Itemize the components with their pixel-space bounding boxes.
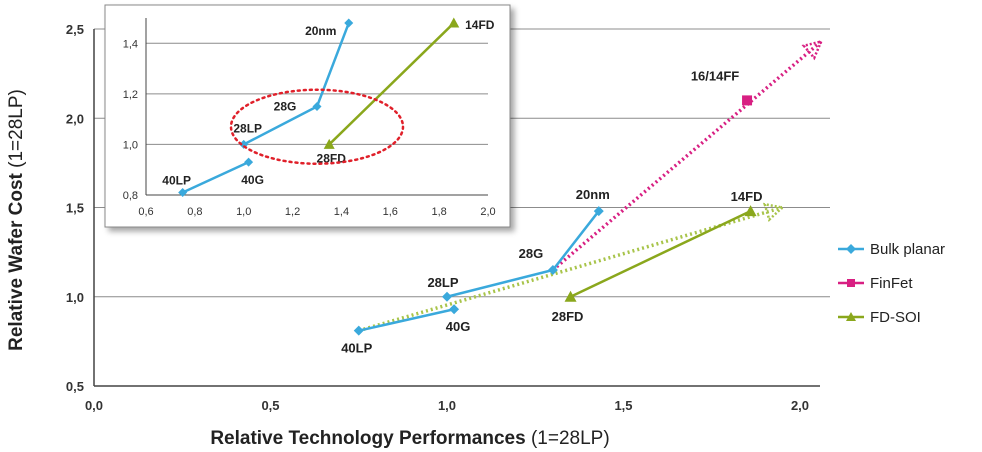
inset-point-bulk-planar (178, 187, 188, 197)
legend-item-bulk-planar: Bulk planar (838, 236, 978, 262)
inset-x-tick-label: 1,8 (431, 206, 446, 218)
point-label: 28G (519, 246, 544, 261)
point-label: 40LP (341, 341, 372, 356)
inset-gridlines (145, 18, 488, 196)
x-tick-label: 0,5 (261, 398, 279, 413)
inset-y-tick-label: 1,0 (123, 139, 138, 151)
inset-point-bulk-planar (344, 18, 354, 28)
inset-point-label: 40G (241, 173, 264, 187)
inset-point-label: 40LP (162, 173, 191, 187)
x-axis-title-bold: Relative Technology Performances (210, 428, 525, 449)
legend-item-finfet: FinFet (838, 270, 978, 296)
series-line-bulk-planar (358, 308, 455, 332)
trend-arrow-line (551, 40, 823, 272)
inset-series-line-bulk-planar (182, 160, 250, 194)
point-bulk-planar (442, 291, 452, 302)
inset-highlight-ellipse (229, 88, 405, 165)
inset-series (178, 17, 460, 197)
trend-arrow-head (762, 202, 786, 222)
point-bulk-planar (353, 325, 364, 336)
inset-x-tick-label: 1,6 (383, 206, 398, 218)
point-fd-soi (564, 290, 577, 302)
main-series (353, 95, 757, 336)
inset-point-label: 28LP (233, 121, 262, 135)
y-tick-label: 0,5 (66, 379, 84, 394)
x-axis-title: Relative Technology Performances (1=28LP… (210, 428, 609, 449)
inset-x-tick-label: 0,8 (187, 206, 202, 218)
legend-diamond-icon (838, 244, 864, 254)
x-axis-title-rest: (1=28LP) (526, 428, 610, 449)
legend-triangle-icon (838, 312, 864, 321)
point-finfet (742, 95, 753, 106)
legend-label-fd-soi: FD-SOI (870, 308, 921, 326)
inset-tick-labels: 0,81,01,21,40,6 0,8 1,0 1,2 1,4 1,6 1,8 2,0 (123, 38, 496, 218)
inset-point-bulk-planar (244, 157, 254, 167)
inset-point-label: 14FD (465, 18, 495, 32)
main-axes (93, 29, 820, 387)
inset-x-tick-label: 1,4 (334, 206, 349, 218)
inset-chart: 0,81,01,21,40,6 0,8 1,0 1,2 1,4 1,6 1,8 2,0 40L… (104, 4, 511, 228)
inset-x-tick-label: 1,0 (236, 206, 251, 218)
point-label: 16/14FF (691, 68, 739, 83)
y-axis-title-bold: Relative Wafer Cost (6, 172, 27, 350)
y-tick-label: 2,0 (66, 111, 84, 126)
x-tick-label: 0,0 (85, 398, 103, 413)
main-tick-labels: 0,51,01,52,02,50,0 0,5 1,0 1,5 2,0 (66, 22, 809, 413)
trend-arrow-line (358, 205, 783, 333)
x-tick-label: 1,0 (438, 398, 456, 413)
y-axis-title-rest: (1=28LP) (6, 89, 27, 173)
point-bulk-planar (593, 206, 604, 217)
inset-series-line-fd-soi (328, 22, 455, 146)
series-line-fd-soi (570, 209, 752, 298)
inset-point-fd-soi (448, 17, 460, 28)
inset-y-tick-label: 0,8 (123, 190, 138, 202)
y-tick-label: 1,5 (66, 201, 84, 216)
point-bulk-planar (449, 304, 460, 315)
y-tick-label: 2,5 (66, 22, 84, 37)
inset-point-label: 20nm (305, 24, 336, 38)
inset-point-fd-soi (323, 138, 335, 149)
point-fd-soi (744, 205, 757, 217)
legend: Bulk planar FinFet FD-SOI (838, 236, 978, 338)
inset-y-tick-label: 1,2 (123, 89, 138, 101)
legend-square-icon (838, 279, 864, 287)
inset-frame (104, 4, 511, 228)
point-label: 28FD (552, 309, 584, 324)
point-label: 28LP (427, 275, 458, 290)
main-point-labels: 40LP 40G 28LP 28G 20nm 16/14FF 28FD 14FD (341, 68, 762, 355)
legend-label-finfet: FinFet (870, 274, 913, 292)
point-label: 14FD (731, 189, 763, 204)
point-label: 20nm (576, 187, 610, 202)
x-tick-label: 2,0 (791, 398, 809, 413)
legend-item-fd-soi: FD-SOI (838, 304, 978, 330)
y-axis-title: Relative Wafer Cost (1=28LP) (6, 89, 27, 351)
legend-label-bulk-planar: Bulk planar (870, 240, 946, 258)
trend-arrows (358, 39, 824, 333)
inset-x-tick-label: 2,0 (480, 206, 495, 218)
inset-point-bulk-planar (312, 102, 322, 111)
x-tick-label: 1,5 (614, 398, 632, 413)
inset-point-label: 28G (274, 100, 297, 114)
inset-x-tick-label: 1,2 (285, 206, 300, 218)
y-tick-label: 1,0 (66, 290, 84, 305)
inset-y-tick-label: 1,4 (123, 38, 138, 50)
point-bulk-planar (547, 264, 558, 275)
inset-x-tick-label: 0,6 (138, 206, 153, 218)
point-label: 40G (446, 319, 471, 334)
trend-arrow-head (801, 39, 824, 61)
